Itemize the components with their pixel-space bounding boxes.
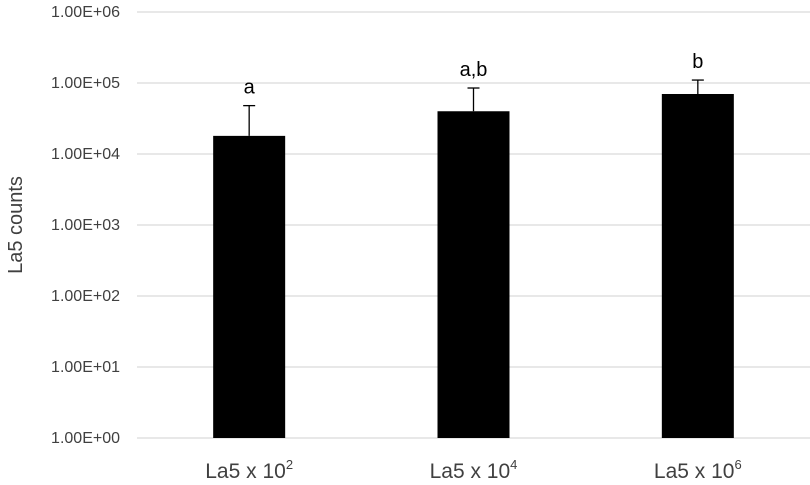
significance-label: a (244, 77, 256, 99)
y-tick-label: 1.00E+01 (51, 359, 120, 376)
y-tick-label: 1.00E+04 (51, 146, 120, 163)
x-category-label: La5 x 106 (654, 457, 742, 483)
significance-label: b (692, 51, 703, 73)
y-tick-label: 1.00E+05 (51, 75, 120, 92)
x-category-label: La5 x 104 (430, 457, 518, 483)
x-category-label: La5 x 102 (205, 457, 293, 483)
bar (437, 111, 510, 439)
y-tick-label: 1.00E+06 (51, 4, 120, 21)
bars (213, 93, 734, 439)
y-axis-ticks: 1.00E+00 1.00E+01 1.00E+02 1.00E+03 1.00E+04… (51, 4, 120, 447)
error-bar (691, 79, 704, 94)
y-tick-label: 1.00E+02 (51, 288, 120, 305)
significance-label: a,b (460, 59, 488, 81)
y-axis-title: La5 counts (5, 176, 27, 274)
y-tick-label: 1.00E+00 (51, 430, 120, 447)
significance-labels: a a,b b (244, 51, 704, 99)
bar (213, 135, 286, 438)
error-bar (467, 87, 480, 112)
y-tick-label: 1.00E+03 (51, 217, 120, 234)
error-bars (243, 79, 704, 136)
error-bar (243, 104, 256, 136)
bar (661, 93, 734, 438)
x-axis-categories: La5 x 102 La5 x 104 La5 x 106 (205, 457, 741, 483)
